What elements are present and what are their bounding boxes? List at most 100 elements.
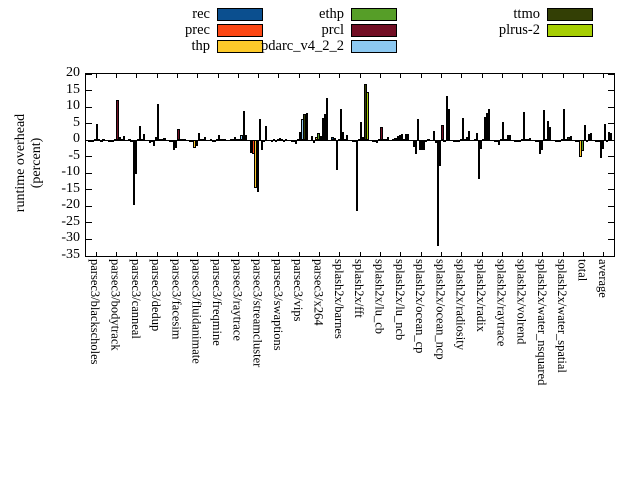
bar-ttmo (445, 95, 448, 141)
x-tick-bottom (359, 252, 361, 256)
bar-ethp (114, 138, 117, 141)
bar-pdarc_v4_2_2 (484, 117, 487, 141)
x-tick-top (400, 74, 402, 78)
bar-prcl (522, 112, 525, 141)
bar-ethp (134, 140, 137, 174)
bar-pdarc_v4_2_2 (118, 136, 121, 141)
bar-rec (453, 140, 456, 143)
y-tick-left (86, 255, 92, 257)
plot-area (85, 73, 615, 257)
x-category-label: splash2x/volrend (514, 259, 529, 345)
legend-swatch-thp (217, 39, 263, 53)
bar-ethp (601, 140, 604, 150)
bar-ttmo (526, 138, 529, 141)
bar-prcl (157, 103, 160, 141)
bar-pdarc_v4_2_2 (301, 119, 304, 141)
bar-pdarc_v4_2_2 (545, 138, 548, 141)
bar-ttmo (181, 138, 184, 141)
bar-prcl (441, 125, 444, 141)
bar-plrus-2 (610, 132, 613, 141)
bar-pdarc_v4_2_2 (382, 138, 385, 141)
bar-ethp (256, 140, 259, 193)
bar-prec (171, 140, 174, 143)
bar-plrus-2 (224, 138, 227, 141)
legend-item-ttmo: ttmo (380, 6, 593, 22)
x-category-label: parsec3/facesim (169, 259, 184, 340)
x-category-label: splash2x/water_spatial (555, 259, 570, 373)
legend-label-rec: rec (192, 6, 210, 22)
y-tick-label: -20 (61, 197, 80, 213)
legend-label-prec: prec (185, 22, 210, 38)
bar-prcl (583, 124, 586, 141)
bar-ethp (540, 140, 543, 150)
bar-ethp (195, 140, 198, 146)
bar-rec (331, 136, 334, 141)
x-category-label: splash2x/lu_ncb (392, 259, 407, 341)
bar-prcl (339, 109, 343, 141)
bar-prcl (278, 137, 282, 141)
bar-plrus-2 (346, 134, 349, 141)
x-tick-top (603, 74, 605, 78)
bar-thp (335, 140, 338, 170)
bar-prec (455, 140, 458, 143)
bar-plrus-2 (143, 134, 146, 141)
x-category-label: splash2x/fft (352, 259, 367, 318)
bar-thp (396, 136, 399, 141)
legend-swatch-prcl (351, 23, 397, 37)
bar-prec (577, 140, 580, 143)
x-tick-top (481, 74, 483, 78)
bar-plrus-2 (427, 138, 430, 141)
bar-rec (270, 140, 273, 143)
bar-rec (534, 140, 537, 143)
bar-rec (189, 140, 192, 143)
bar-thp (376, 140, 379, 143)
y-tick-label: -35 (61, 247, 80, 262)
bar-prcl (136, 138, 139, 141)
x-category-label: average (595, 259, 610, 298)
bar-plrus-2 (467, 131, 471, 141)
bar-rec (209, 138, 212, 141)
x-category-label: splash2x/lu_cb (372, 259, 387, 334)
bar-pdarc_v4_2_2 (98, 138, 101, 141)
x-tick-top (115, 74, 117, 78)
y-tick-label: 15 (66, 81, 80, 97)
legend-label-pdarc_v4_2_2: pdarc_v4_2_2 (261, 38, 344, 54)
bar-rec (392, 138, 395, 141)
legend-swatch-ethp (351, 7, 397, 21)
x-tick-bottom (298, 252, 300, 256)
y-tick-right (608, 90, 614, 92)
legend-item-prcl: prcl (180, 22, 397, 38)
x-tick-bottom (176, 252, 178, 256)
bar-rec (372, 140, 375, 143)
bar-prec (597, 140, 600, 143)
x-tick-top (95, 74, 97, 78)
bar-thp (416, 118, 420, 141)
bar-prec (353, 140, 357, 143)
bar-pdarc_v4_2_2 (585, 140, 588, 143)
bar-ethp (581, 140, 584, 152)
x-category-label: parsec3/freqmine (210, 259, 224, 346)
bar-plrus-2 (528, 137, 532, 141)
bar-prcl (299, 131, 302, 141)
bar-ethp (459, 138, 462, 141)
y-tick-right (608, 139, 614, 141)
y-tick-right (608, 205, 614, 207)
y-tick-right (608, 189, 614, 191)
x-tick-top (258, 74, 260, 78)
x-tick-top (339, 74, 341, 78)
x-category-label: parsec3/swaptions (270, 259, 285, 351)
x-tick-bottom (95, 252, 97, 256)
bar-pdarc_v4_2_2 (138, 125, 142, 141)
x-tick-bottom (258, 252, 260, 256)
x-category-label: splash2x/barnes (331, 259, 346, 339)
bar-plrus-2 (102, 138, 105, 141)
bar-ttmo (100, 140, 103, 143)
bar-rec (290, 140, 294, 143)
bar-ttmo (486, 112, 489, 141)
legend-column-2: ethp prcl pdarc_v4_2_2 (180, 6, 397, 54)
bar-plrus-2 (305, 113, 308, 141)
y-tick-label: -10 (61, 164, 80, 180)
x-tick-bottom (481, 252, 483, 256)
bar-prec (496, 140, 499, 143)
bar-rec (229, 138, 233, 141)
